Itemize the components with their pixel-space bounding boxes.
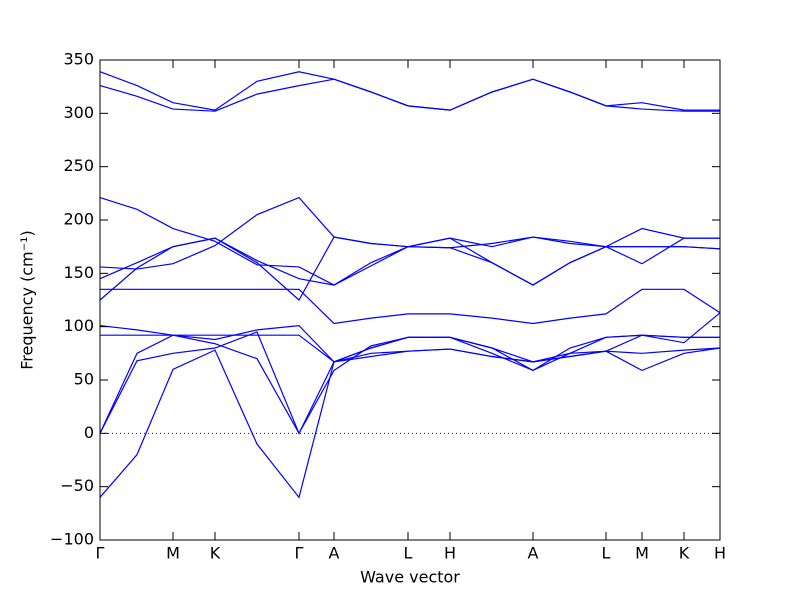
x-axis-label: Wave vector xyxy=(360,568,460,587)
x-tick-label: A xyxy=(329,544,340,563)
y-tick-label: 200 xyxy=(63,210,94,229)
band-line xyxy=(99,78,720,112)
y-tick-label: 150 xyxy=(63,263,94,282)
x-tick-label: K xyxy=(210,544,221,563)
y-tick-label: −50 xyxy=(60,476,94,495)
y-axis-label: Frequency (cm⁻¹) xyxy=(18,230,37,369)
band-line xyxy=(100,288,721,325)
band-line xyxy=(99,331,721,435)
y-tick-label: −100 xyxy=(50,530,94,549)
x-tick-label: M xyxy=(166,544,180,563)
x-tick-label: H xyxy=(714,544,726,563)
y-tick-label: 250 xyxy=(63,156,94,175)
y-tick-label: 100 xyxy=(63,316,94,335)
x-tick-label: K xyxy=(679,544,690,563)
x-tick-label: A xyxy=(528,544,539,563)
y-tick-label: 350 xyxy=(63,50,94,69)
band-line xyxy=(99,347,721,499)
x-tick-label: Γ xyxy=(295,544,304,563)
y-tick-label: 0 xyxy=(84,423,94,442)
band-line xyxy=(99,236,721,301)
x-tick-label: Γ xyxy=(96,544,105,563)
x-tick-label: M xyxy=(635,544,649,563)
x-tick-label: H xyxy=(444,544,456,563)
x-tick-label: L xyxy=(404,544,413,563)
plot-frame xyxy=(99,59,721,541)
x-tick-label: L xyxy=(602,544,611,563)
y-tick-label: 50 xyxy=(74,370,94,389)
y-tick-label: 300 xyxy=(63,103,94,122)
